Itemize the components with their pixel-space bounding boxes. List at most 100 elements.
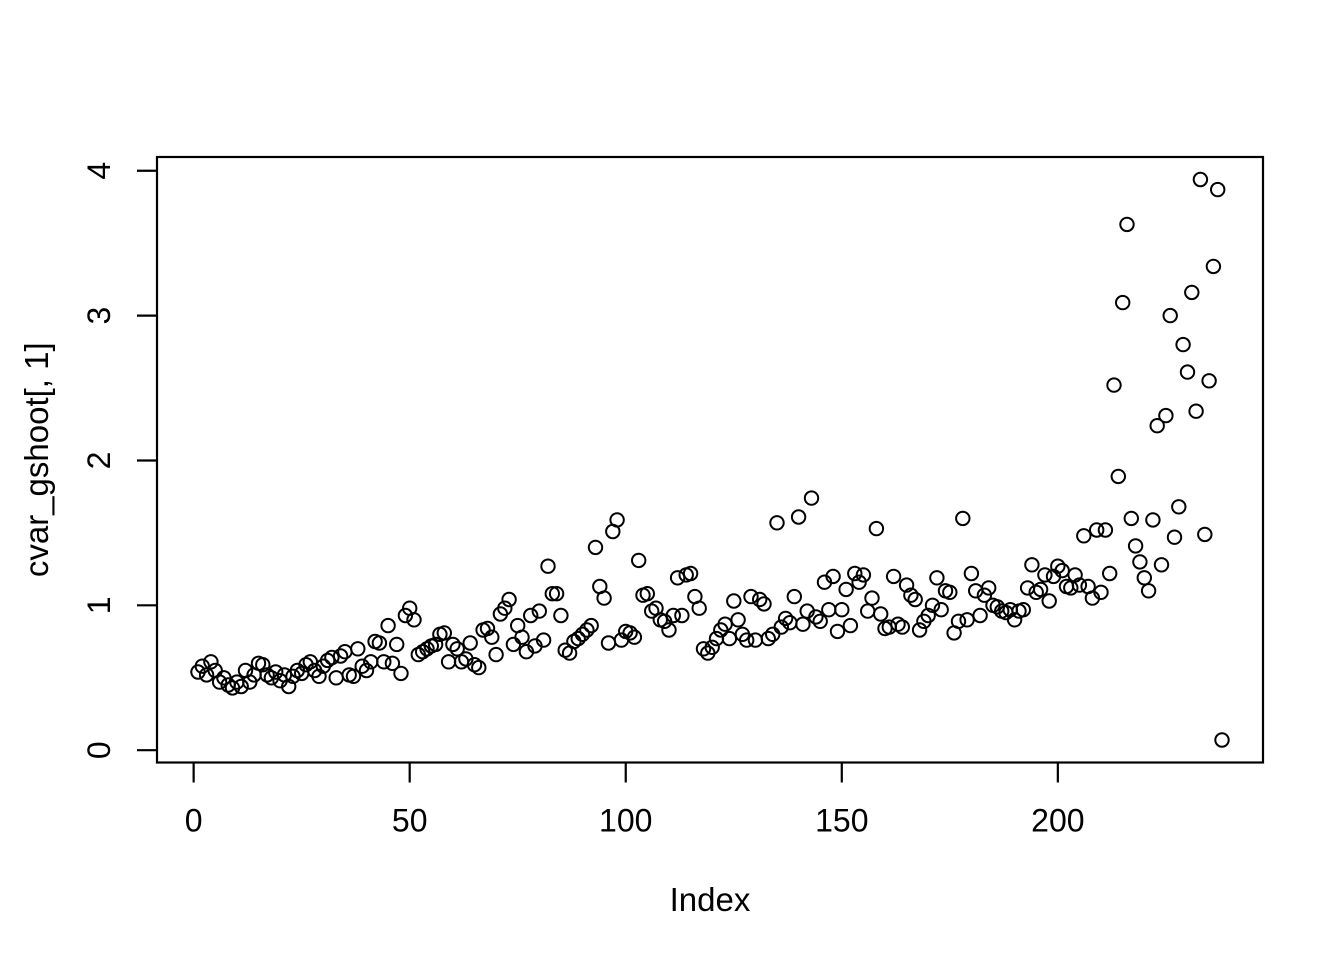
data-point: [743, 588, 759, 605]
data-point: [583, 617, 599, 634]
data-point: [808, 609, 824, 625]
data-point: [769, 515, 785, 531]
data-point: [868, 520, 885, 537]
data-point: [484, 629, 500, 645]
data-point: [1132, 554, 1148, 570]
data-point: [795, 616, 811, 632]
data-point: [829, 623, 846, 640]
data-point: [894, 619, 910, 635]
data-point: [505, 636, 522, 653]
data-point: [1153, 557, 1170, 573]
data-point: [847, 565, 863, 582]
x-tick-label: 150: [815, 803, 868, 839]
data-point: [600, 635, 617, 651]
data-point: [1071, 577, 1088, 593]
data-point: [350, 641, 366, 657]
data-point: [380, 617, 396, 634]
y-axis-title: cvar_gshoot[, 1]: [18, 342, 55, 577]
x-tick-label: 0: [185, 803, 203, 839]
data-point: [358, 662, 375, 679]
data-point: [609, 512, 625, 528]
data-point: [462, 635, 478, 651]
data-point: [1158, 407, 1174, 424]
data-point: [514, 629, 530, 645]
data-point: [479, 620, 496, 637]
data-point: [942, 584, 958, 600]
x-tick-label: 200: [1031, 803, 1084, 839]
data-point: [639, 586, 655, 602]
data-point: [531, 603, 547, 619]
data-point: [903, 587, 919, 603]
data-point: [821, 602, 837, 618]
data-point: [674, 607, 690, 624]
data-point: [233, 678, 249, 695]
data-point: [842, 617, 859, 634]
data-point: [268, 664, 284, 680]
data-point: [704, 639, 720, 655]
y-tick-label: 1: [81, 596, 117, 614]
y-tick-label: 2: [81, 452, 117, 470]
data-point: [371, 635, 388, 651]
data-point: [1166, 529, 1183, 545]
data-point: [933, 602, 949, 618]
data-point: [873, 606, 889, 622]
data-point: [1179, 364, 1196, 380]
data-point: [691, 600, 707, 616]
data-point: [1050, 558, 1066, 574]
data-point: [747, 632, 764, 648]
data-point: [1076, 528, 1092, 544]
data-point: [1041, 593, 1057, 609]
data-point: [1184, 284, 1200, 301]
data-point: [1210, 181, 1226, 198]
data-point: [1149, 418, 1165, 434]
data-point: [354, 658, 370, 674]
data-point: [955, 510, 971, 527]
data-point: [777, 610, 794, 627]
y-tick-label: 0: [81, 741, 117, 759]
data-point: [384, 655, 401, 671]
data-point: [1015, 602, 1031, 618]
data-point: [739, 632, 755, 648]
data-point: [1024, 557, 1040, 573]
data-point: [963, 565, 980, 582]
data-point: [907, 591, 923, 608]
data-point: [570, 630, 586, 647]
data-point: [406, 612, 422, 628]
data-point: [445, 636, 461, 653]
data-point: [1205, 258, 1222, 275]
data-point: [328, 670, 344, 686]
data-points: [190, 171, 1230, 748]
data-point: [721, 630, 738, 647]
data-point: [1093, 584, 1109, 600]
data-point: [860, 603, 876, 619]
x-axis: 0 50 100 150 200: [185, 762, 1085, 839]
data-point: [631, 552, 647, 569]
data-point: [211, 674, 228, 690]
data-point: [864, 590, 880, 606]
data-point: [1214, 732, 1230, 748]
data-point: [1140, 583, 1157, 599]
data-point: [1115, 294, 1131, 311]
data-point: [661, 622, 677, 638]
data-point: [1175, 336, 1191, 353]
data-point: [497, 600, 513, 616]
data-point: [501, 591, 517, 608]
data-point: [773, 619, 789, 635]
data-point: [911, 622, 928, 638]
data-point: [553, 607, 569, 624]
data-point: [324, 649, 340, 666]
data-point: [622, 625, 638, 641]
data-point: [281, 678, 297, 695]
data-point: [726, 593, 742, 609]
data-point: [1119, 216, 1135, 233]
data-point: [345, 668, 362, 684]
data-point: [803, 490, 820, 506]
data-point: [1123, 510, 1140, 527]
data-point: [790, 509, 807, 525]
data-point: [665, 607, 681, 624]
data-point: [626, 629, 643, 645]
data-point: [730, 612, 746, 628]
data-point: [198, 667, 215, 683]
